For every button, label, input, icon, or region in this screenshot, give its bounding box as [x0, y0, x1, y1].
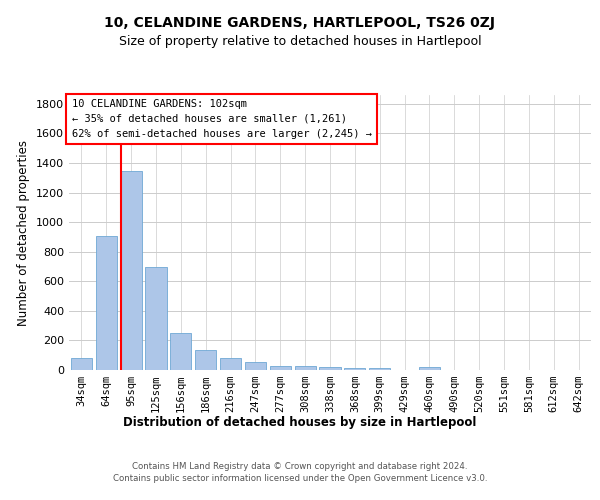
Bar — [295, 366, 316, 370]
Bar — [195, 350, 216, 370]
Bar — [170, 334, 191, 370]
Bar — [121, 171, 142, 370]
Bar — [270, 366, 291, 370]
Text: Size of property relative to detached houses in Hartlepool: Size of property relative to detached ho… — [119, 34, 481, 48]
Text: Contains HM Land Registry data © Crown copyright and database right 2024.
Contai: Contains HM Land Registry data © Crown c… — [113, 462, 487, 483]
Bar — [369, 368, 390, 370]
Bar — [220, 358, 241, 370]
Y-axis label: Number of detached properties: Number of detached properties — [17, 140, 31, 326]
Bar — [245, 362, 266, 370]
Bar — [96, 236, 117, 370]
Text: Distribution of detached houses by size in Hartlepool: Distribution of detached houses by size … — [124, 416, 476, 429]
Bar — [419, 367, 440, 370]
Text: 10 CELANDINE GARDENS: 102sqm
← 35% of detached houses are smaller (1,261)
62% of: 10 CELANDINE GARDENS: 102sqm ← 35% of de… — [71, 99, 371, 138]
Bar — [71, 358, 92, 370]
Bar — [344, 368, 365, 370]
Bar — [145, 266, 167, 370]
Bar — [319, 367, 341, 370]
Text: 10, CELANDINE GARDENS, HARTLEPOOL, TS26 0ZJ: 10, CELANDINE GARDENS, HARTLEPOOL, TS26 … — [104, 16, 496, 30]
